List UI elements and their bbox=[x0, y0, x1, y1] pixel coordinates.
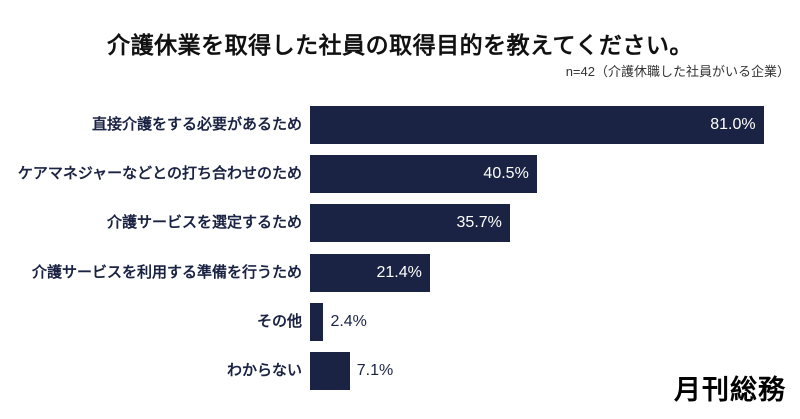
value-label: 35.7% bbox=[456, 214, 502, 232]
value-label: 81.0% bbox=[710, 115, 756, 133]
bar bbox=[310, 352, 350, 391]
bar-row: その他 2.4% bbox=[0, 297, 800, 346]
bar: 40.5% bbox=[310, 154, 537, 193]
bar-track: 21.4% bbox=[310, 253, 800, 292]
bar: 21.4% bbox=[310, 253, 430, 292]
category-label: 介護サービスを利用する準備を行うため bbox=[31, 263, 302, 281]
category-label: 直接介護をする必要があるため bbox=[91, 115, 302, 133]
bar-chart: 直接介護をする必要があるため 81.0% ケアマネジャーなどとの打ち合わせのため 40… bbox=[0, 100, 800, 396]
publisher-logo: 月刊総務 bbox=[674, 375, 786, 405]
value-label: 2.4% bbox=[330, 312, 367, 330]
bar-row: ケアマネジャーなどとの打ち合わせのため 40.5% bbox=[0, 149, 800, 198]
bar: 81.0% bbox=[310, 105, 764, 144]
value-label: 21.4% bbox=[376, 263, 422, 281]
sample-size-note: n=42（介護休職した社員がいる企業） bbox=[565, 64, 790, 79]
bar-track: 81.0% bbox=[310, 105, 800, 144]
value-label: 7.1% bbox=[356, 362, 394, 380]
bar-row: 介護サービスを選定するため 35.7% bbox=[0, 199, 800, 248]
bar bbox=[310, 302, 324, 341]
category-label: ケアマネジャーなどとの打ち合わせのため bbox=[17, 164, 302, 182]
bar: 35.7% bbox=[310, 204, 510, 243]
bar-row: 直接介護をする必要があるため 81.0% bbox=[0, 100, 800, 149]
category-label: 介護サービスを選定するため bbox=[106, 214, 302, 232]
bar-track: 40.5% bbox=[310, 154, 800, 193]
bar-track: 35.7% bbox=[310, 204, 800, 243]
bar-row: 介護サービスを利用する準備を行うため 21.4% bbox=[0, 248, 800, 297]
category-label: その他 bbox=[256, 312, 302, 330]
category-label: わからない bbox=[226, 362, 302, 380]
value-label: 40.5% bbox=[483, 164, 529, 182]
chart-title: 介護休業を取得した社員の取得目的を教えてください。 bbox=[107, 32, 693, 58]
bar-track: 7.1% bbox=[310, 352, 800, 391]
bar-row: わからない 7.1% bbox=[0, 346, 800, 395]
bar-track: 2.4% bbox=[310, 302, 800, 341]
